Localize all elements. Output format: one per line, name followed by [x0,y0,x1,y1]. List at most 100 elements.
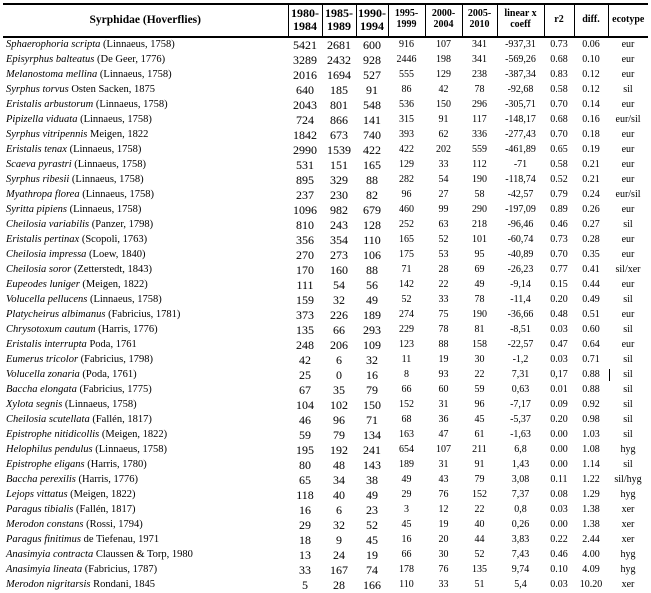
count-2000-2004: 63 [438,219,449,231]
count-1985-1989: 79 [333,428,345,443]
linear-coeff-cell: -5,37 [510,414,531,426]
count-2005-2010: 22 [474,369,485,381]
count-2000-2004: 91 [438,114,449,126]
count-1990-1994: 82 [366,188,378,203]
count-2000-2004: 47 [438,429,449,441]
count-1995-1999: 282 [399,174,414,186]
count-1990-1994: 928 [363,53,381,68]
species-author: (Linnaeus, 1758) [95,444,167,456]
species-name: Lejops vittatus [6,489,68,501]
linear-coeff-cell: -461,89 [505,144,536,156]
count-1990-1994: 32 [366,353,378,368]
count-2000-2004: 33 [425,577,462,593]
count-2000-2004: 33 [438,159,449,171]
count-1995-1999: 536 [399,99,414,111]
diff-cell: 0.12 [582,69,600,81]
count-1990-1994: 128 [363,218,381,233]
linear-coeff-cell: -277,43 [505,129,536,141]
species-author: (Meigen, 1822) [70,489,136,501]
count-1980-1984: 170 [296,263,314,278]
count-1990-1994: 740 [363,128,381,143]
species-name: Anasimyia contracta [6,549,94,561]
species-cell: Baccha perexilis (Harris, 1776) [3,473,288,488]
column-header-1990-1994: 1990- 1994 [355,3,388,38]
r2-cell: 0.70 [550,99,568,111]
count-2005-2010: 30 [474,354,485,366]
r2-cell: 0.46 [550,549,568,561]
count-1990-1994: 49 [366,488,378,503]
count-1980-1984: 16 [299,503,311,518]
species-author: Poda, 1761 [89,339,137,351]
ecotype-cell: sil [623,219,633,231]
diff-cell: 0.19 [582,144,600,156]
column-header-species: Syrphidae (Hoverflies) [3,3,288,38]
count-1985-1989: 6 [336,503,342,518]
species-name: Sphaerophoria scripta [6,39,101,51]
count-2000-2004: 54 [438,174,449,186]
count-1985-1989: 185 [330,83,348,98]
stray-vertical-bar [609,368,610,381]
count-2005-2010: 45 [474,414,485,426]
r2-cell: 0.00 [550,519,568,531]
count-2000-2004: 198 [436,54,451,66]
count-1985-1989: 1694 [327,68,351,83]
count-1990-1994: 23 [366,503,378,518]
count-1980-1984: 65 [299,473,311,488]
ecotype-cell: hyg [620,489,636,501]
species-cell: Paragus finitimus de Tiefenau, 1971 [3,533,288,548]
species-name: Syritta pipiens [6,204,67,216]
diff-cell: 0.98 [582,414,600,426]
count-1980-1984: 248 [296,338,314,353]
count-2005-2010: 91 [474,459,485,471]
column-header-linear-x-coeff: linear x coeff [496,3,544,38]
r2-cell: 0.65 [550,144,568,156]
table-row: Lejops vittatus (Meigen, 1822) 118 40 49 29 7… [3,488,648,503]
count-1995-1999: 252 [399,219,414,231]
count-1980-1984: 25 [299,368,311,383]
species-name: Cheilosia scutellata [6,414,90,426]
ecotype-cell: eur [621,309,635,321]
species-name: Syrphus torvus [6,84,69,96]
count-1995-1999: 422 [399,144,414,156]
count-2000-2004: 22 [438,279,449,291]
count-1985-1989: 28 [322,577,356,593]
species-author: (Fallén, 1817) [76,504,136,516]
count-2000-2004: 43 [438,474,449,486]
count-1995-1999: 49 [401,474,412,486]
count-1980-1984: 270 [296,248,314,263]
ecotype-cell: xer [621,534,635,546]
r2-cell: 0.89 [550,204,568,216]
table-row: Eumerus tricolor (Fabricius, 1798) 42 6 32 1… [3,353,648,368]
table-row: Cheilosia variabilis (Panzer, 1798) 810 24… [3,218,648,233]
count-2000-2004: 27 [438,189,449,201]
count-1995-1999: 189 [399,459,414,471]
count-2000-2004: 19 [438,519,449,531]
species-cell: Anasimyia contracta Claussen & Torp, 198… [3,548,288,563]
species-cell: Paragus tibialis (Fallén, 1817) [3,503,288,518]
count-1980-1984: 42 [299,353,311,368]
table-row: Xylota segnis (Linnaeus, 1758) 104 102 150 1… [3,398,648,413]
species-name: Anasimyia lineata [6,564,83,576]
count-1995-1999: 3 [404,504,409,516]
species-author: (Linnaeus, 1758) [69,144,142,156]
ecotype-cell: eur [621,144,635,156]
count-1990-1994: 56 [366,278,378,293]
count-1990-1994: 79 [366,383,378,398]
count-1985-1989: 982 [330,203,348,218]
ecotype-cell: sil [623,414,633,426]
count-1995-1999: 393 [399,129,414,141]
count-1995-1999: 165 [399,234,414,246]
count-2000-2004: 19 [438,354,449,366]
table-row: Epistrophe nitidicollis (Meigen, 1822) 59… [3,428,648,443]
r2-cell: 0.58 [550,159,568,171]
linear-coeff-cell: -197,09 [505,204,536,216]
ecotype-cell: eur [621,54,635,66]
species-author: (Linnaeus, 1758) [89,294,162,306]
count-1985-1989: 192 [330,443,348,458]
species-cell: Eupeodes luniger (Meigen, 1822) [3,278,288,293]
species-author: (Linnaeus, 1758) [71,174,144,186]
species-author: (Linnaeus, 1758) [103,39,175,51]
species-cell: Volucella zonaria (Poda, 1761) [3,368,288,383]
species-name: Cheilosia impressa [6,249,87,261]
count-2005-2010: 336 [472,129,487,141]
